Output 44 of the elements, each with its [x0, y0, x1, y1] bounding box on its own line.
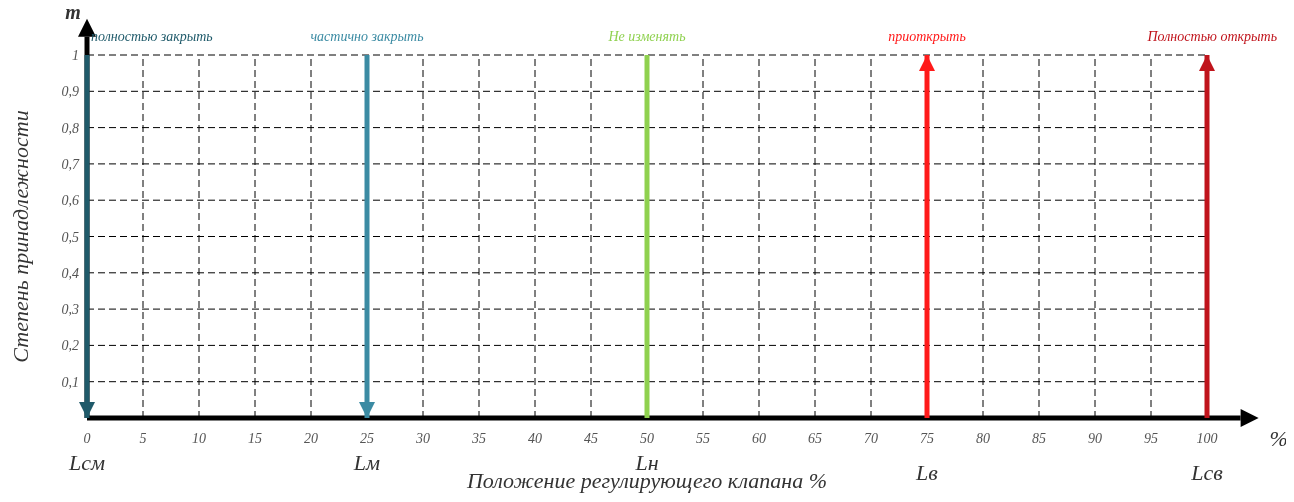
- x-tick-label: 45: [584, 431, 598, 446]
- text: %: [1269, 426, 1288, 451]
- x-tick-label: 5: [139, 431, 147, 446]
- x-tick-label: 100: [1196, 431, 1218, 446]
- x-tick-label: 10: [192, 431, 206, 446]
- y-tick-label: 0,6: [61, 193, 79, 209]
- y-tick-label: 0,2: [61, 338, 79, 354]
- x-tick-label: 80: [976, 431, 990, 446]
- y-tick-label: 0,1: [61, 374, 79, 390]
- x-tick-label: 65: [808, 431, 822, 446]
- x-tick-label: 75: [920, 431, 934, 446]
- x-tick-label: 30: [415, 431, 430, 446]
- y-tick-label: 0,5: [61, 229, 79, 245]
- y-tick-label: 0,4: [61, 265, 79, 281]
- text: Lм: [352, 450, 381, 475]
- text: m: [65, 0, 81, 23]
- text: Lн: [634, 450, 659, 475]
- x-tick-label: 55: [696, 431, 710, 446]
- ref-line-label: полностью закрыть: [91, 29, 213, 44]
- y-tick-label: 0,7: [61, 156, 80, 172]
- x-tick-label: 15: [248, 431, 262, 446]
- x-tick-label: 25: [360, 431, 374, 446]
- text: Lсм: [67, 450, 106, 475]
- y-tick-label: 0,8: [61, 120, 79, 136]
- x-tick-label: 35: [471, 431, 486, 446]
- ref-line-label: Полностью открыть: [1146, 29, 1277, 44]
- text: Lсв: [1190, 460, 1224, 485]
- x-tick-label: 70: [864, 431, 878, 446]
- x-tick-label: 20: [304, 431, 318, 446]
- ref-line-label: частично закрыть: [310, 29, 424, 44]
- text: Lв: [915, 460, 939, 485]
- x-tick-label: 40: [528, 431, 542, 446]
- y-axis-title: Степень принадлежности: [8, 110, 33, 363]
- y-tick-label: 0,9: [61, 84, 79, 100]
- x-tick-label: 95: [1144, 431, 1158, 446]
- ref-line-label: приоткрыть: [888, 29, 966, 44]
- x-tick-label: 60: [752, 431, 766, 446]
- y-tick-label: 0,3: [61, 302, 79, 318]
- x-tick-label: 90: [1088, 431, 1102, 446]
- ref-line-label: Не изменять: [607, 29, 686, 44]
- x-tick-label: 0: [83, 431, 91, 446]
- x-tick-label: 50: [640, 431, 654, 446]
- y-tick-label: 1: [72, 48, 79, 63]
- x-tick-label: 85: [1032, 431, 1046, 446]
